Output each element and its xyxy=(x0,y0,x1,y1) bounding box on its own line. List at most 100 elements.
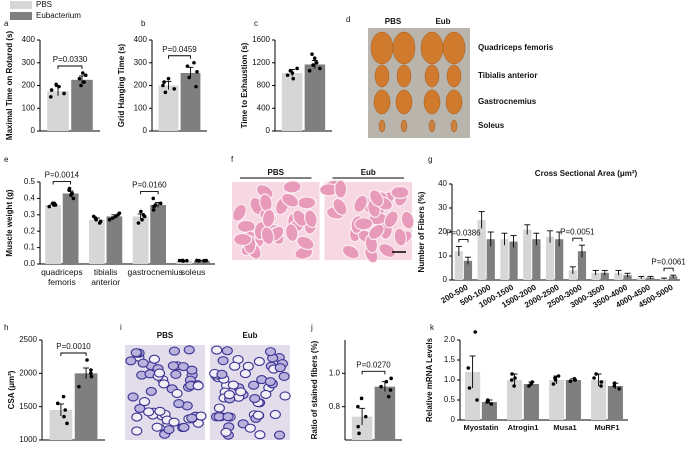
legend-label: Eubacterium xyxy=(36,11,81,20)
fiber xyxy=(354,217,374,231)
y-tick-label: 2000 xyxy=(19,368,37,377)
y-axis-label: Muscle weight (g) xyxy=(5,189,14,256)
fiber xyxy=(137,358,149,368)
fiber xyxy=(341,244,360,260)
data-point xyxy=(117,211,122,215)
data-point xyxy=(62,414,66,419)
data-point xyxy=(551,382,556,386)
muscle-sample xyxy=(445,89,463,115)
data-point xyxy=(389,376,393,381)
fiber xyxy=(183,345,195,355)
y-tick-label: 200 xyxy=(22,81,36,90)
data-point xyxy=(49,88,54,92)
row-label: Quadriceps femoris xyxy=(478,43,554,52)
data-point xyxy=(363,414,368,419)
fiber xyxy=(282,180,302,194)
significance-bracket xyxy=(458,238,469,243)
bar xyxy=(74,373,98,440)
data-point xyxy=(54,82,58,87)
y-tick-label: 800 xyxy=(257,81,271,90)
fiber xyxy=(168,417,180,427)
x-tick-label: soleus xyxy=(180,267,206,277)
fiber xyxy=(173,399,185,409)
bar xyxy=(194,260,210,264)
data-point xyxy=(592,376,596,380)
data-point xyxy=(180,258,185,263)
y-tick-label: 100 xyxy=(22,103,36,112)
y-axis-label: Ratio of stained fibers (%) xyxy=(310,340,319,439)
fiber xyxy=(158,379,170,389)
row-label: Gastrocnemius xyxy=(478,97,537,106)
significance-bracket xyxy=(57,65,83,69)
y-tick-label: 40 xyxy=(438,179,447,188)
fiber xyxy=(281,192,300,208)
data-point xyxy=(139,209,143,214)
p-value: P=0.0160 xyxy=(132,181,167,190)
y-tick-label: 1600 xyxy=(252,35,270,44)
fiber xyxy=(220,427,232,437)
column-header: Eub xyxy=(242,331,257,340)
y-tick-label: 0.3 xyxy=(24,210,36,219)
y-tick-label: 1.0 xyxy=(329,368,341,377)
fiber xyxy=(186,365,198,375)
y-axis-label: CSA (μm²) xyxy=(7,370,16,409)
bar xyxy=(623,275,632,280)
bar xyxy=(49,410,73,440)
data-point xyxy=(314,60,319,65)
data-point xyxy=(110,216,115,220)
data-point xyxy=(163,90,168,95)
x-tick-label: Atrogin1 xyxy=(507,423,539,432)
bar xyxy=(614,272,623,280)
y-tick-label: 20 xyxy=(438,227,447,236)
panel-label: k xyxy=(430,323,435,332)
data-point xyxy=(187,75,192,80)
fiber xyxy=(233,232,253,247)
bar xyxy=(500,239,509,280)
bar xyxy=(89,219,105,264)
column-header: PBS xyxy=(157,331,174,340)
muscle-sample xyxy=(428,119,436,133)
legend-swatch xyxy=(10,1,32,9)
panel-label: g xyxy=(428,155,432,164)
fiber xyxy=(154,406,166,416)
fiber xyxy=(252,410,264,420)
bar xyxy=(454,251,463,280)
muscle-sample xyxy=(374,64,390,88)
column-header: PBS xyxy=(268,168,285,177)
data-point xyxy=(57,84,61,89)
bar xyxy=(555,239,564,280)
data-point xyxy=(194,84,198,89)
fiber xyxy=(221,346,233,356)
bar xyxy=(591,380,607,420)
muscle-sample xyxy=(378,119,386,133)
x-tick-label: gastrocnemius xyxy=(127,267,183,277)
data-point xyxy=(89,371,93,376)
fiber xyxy=(167,361,179,371)
y-tick-label: 1500 xyxy=(19,402,37,411)
y-tick-label: 0 xyxy=(443,275,448,284)
panel-label: j xyxy=(310,323,313,332)
data-point xyxy=(153,203,158,207)
data-point xyxy=(204,258,209,263)
fiber xyxy=(227,380,239,390)
y-axis-label: Relative mRNA Levels xyxy=(425,337,434,422)
data-point xyxy=(285,73,290,78)
data-point xyxy=(77,384,81,389)
fiber xyxy=(244,423,256,433)
fiber xyxy=(236,219,256,234)
fiber xyxy=(151,422,163,432)
bar xyxy=(523,384,539,420)
data-point xyxy=(71,196,76,201)
bar xyxy=(351,416,373,440)
data-point xyxy=(568,379,573,384)
data-point xyxy=(195,258,199,263)
y-tick-label: 200 xyxy=(134,81,148,90)
data-point xyxy=(288,68,293,73)
data-point xyxy=(89,374,94,379)
bar xyxy=(132,216,149,264)
y-tick-label: 2.0 xyxy=(444,335,456,344)
bar xyxy=(607,386,623,420)
x-tick-label: quadriceps femoris xyxy=(41,267,83,287)
data-point xyxy=(89,368,93,372)
fiber xyxy=(278,371,290,381)
